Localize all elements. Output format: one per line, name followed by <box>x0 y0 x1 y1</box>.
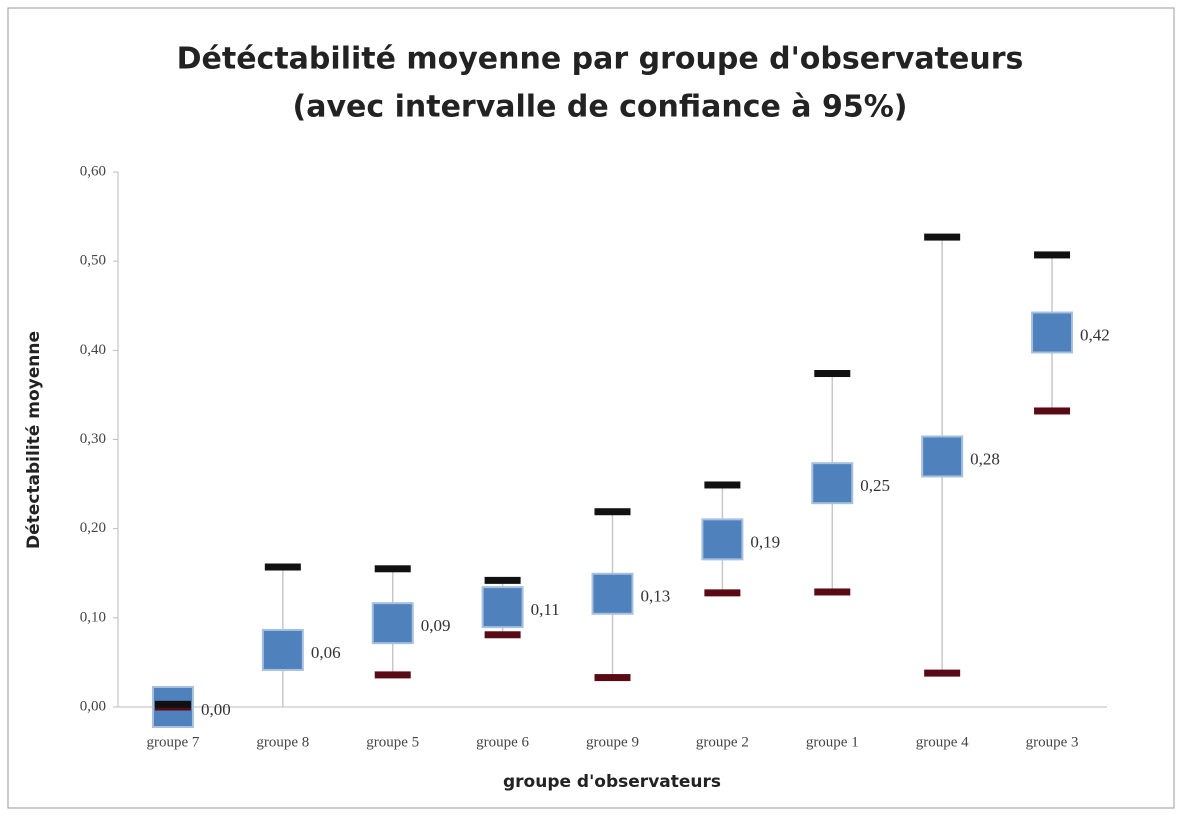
data-label: 0,06 <box>311 643 341 662</box>
upper-bound <box>484 576 521 584</box>
upper-bound <box>814 370 851 378</box>
data-label: 0,25 <box>860 476 890 495</box>
y-tick-label: 0,20 <box>80 520 106 536</box>
data-label: 0,00 <box>201 700 231 719</box>
lower-bound <box>374 671 411 679</box>
mean-marker <box>591 572 634 615</box>
x-tick-label: groupe 4 <box>916 734 969 750</box>
y-tick-label: 0,50 <box>80 253 106 269</box>
data-label: 0,19 <box>750 532 780 551</box>
x-tick-label: groupe 2 <box>696 734 749 750</box>
upper-bound <box>154 700 191 708</box>
x-tick-label: groupe 1 <box>806 734 859 750</box>
upper-bound <box>264 563 301 571</box>
mean-marker <box>1031 311 1074 354</box>
data-label: 0,28 <box>970 449 1000 468</box>
mean-marker <box>481 586 524 629</box>
upper-bound <box>1034 251 1071 259</box>
lower-bound <box>704 589 741 597</box>
data-label: 0,42 <box>1080 325 1110 344</box>
mean-marker <box>811 462 854 505</box>
upper-bound <box>374 565 411 573</box>
x-tick-label: groupe 3 <box>1026 734 1079 750</box>
y-tick-label: 0,40 <box>80 342 106 358</box>
mean-marker <box>261 628 304 671</box>
y-tick-label: 0,60 <box>80 163 106 179</box>
x-tick-label: groupe 8 <box>256 734 309 750</box>
lower-bound <box>924 669 961 677</box>
mean-marker <box>701 518 744 561</box>
lower-bound <box>814 588 851 596</box>
y-tick-label: 0,10 <box>80 609 106 625</box>
upper-bound <box>924 233 961 241</box>
y-axis-label: Détectabilité moyenne <box>24 331 44 549</box>
upper-bound <box>594 508 631 516</box>
x-axis-label: groupe d'observateurs <box>503 772 721 792</box>
mean-marker <box>921 435 964 478</box>
mean-marker <box>371 602 414 645</box>
y-tick-label: 0,00 <box>80 698 106 714</box>
lower-bound <box>484 631 521 639</box>
chart-subtitle: (avec intervalle de confiance à 95%) <box>293 90 908 125</box>
upper-bound <box>704 481 741 489</box>
x-tick-label: groupe 7 <box>146 734 199 750</box>
data-label: 0,13 <box>641 587 671 606</box>
data-label: 0,11 <box>531 600 560 619</box>
x-tick-label: groupe 5 <box>366 734 419 750</box>
chart-frame <box>7 7 1175 809</box>
chart-title: Détéctabilité moyenne par groupe d'obser… <box>177 42 1024 77</box>
lower-bound <box>594 674 631 682</box>
y-tick-label: 0,30 <box>80 431 106 447</box>
data-label: 0,09 <box>421 616 451 635</box>
lower-bound <box>1034 407 1071 415</box>
x-tick-label: groupe 9 <box>586 734 639 750</box>
x-tick-label: groupe 6 <box>476 734 529 750</box>
